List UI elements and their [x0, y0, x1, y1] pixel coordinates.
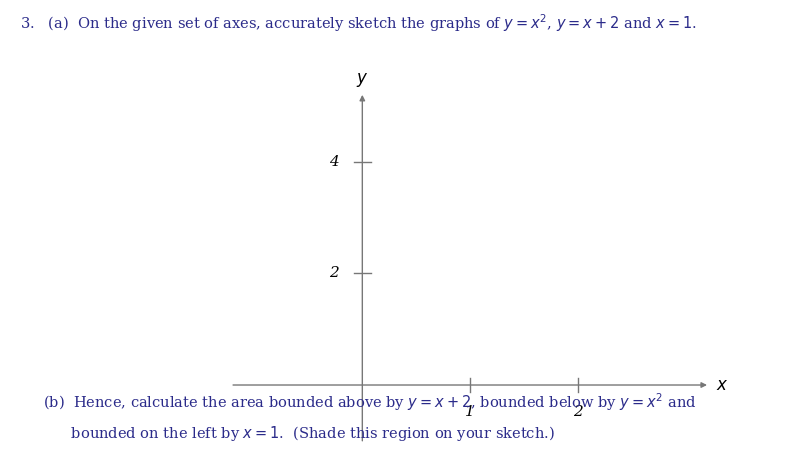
Text: 2: 2	[573, 404, 583, 419]
Text: $y$: $y$	[356, 71, 369, 89]
Text: $x$: $x$	[716, 376, 728, 393]
Text: (b)  Hence, calculate the area bounded above by $y = x + 2$, bounded below by $y: (b) Hence, calculate the area bounded ab…	[43, 391, 697, 413]
Text: bounded on the left by $x = 1$.  (Shade this region on your sketch.): bounded on the left by $x = 1$. (Shade t…	[43, 424, 555, 443]
Text: 4: 4	[329, 155, 339, 169]
Text: 1: 1	[465, 404, 475, 419]
Text: 2: 2	[329, 266, 339, 281]
Text: 3.   (a)  On the given set of axes, accurately sketch the graphs of $y = x^2$, $: 3. (a) On the given set of axes, accurat…	[20, 12, 697, 34]
